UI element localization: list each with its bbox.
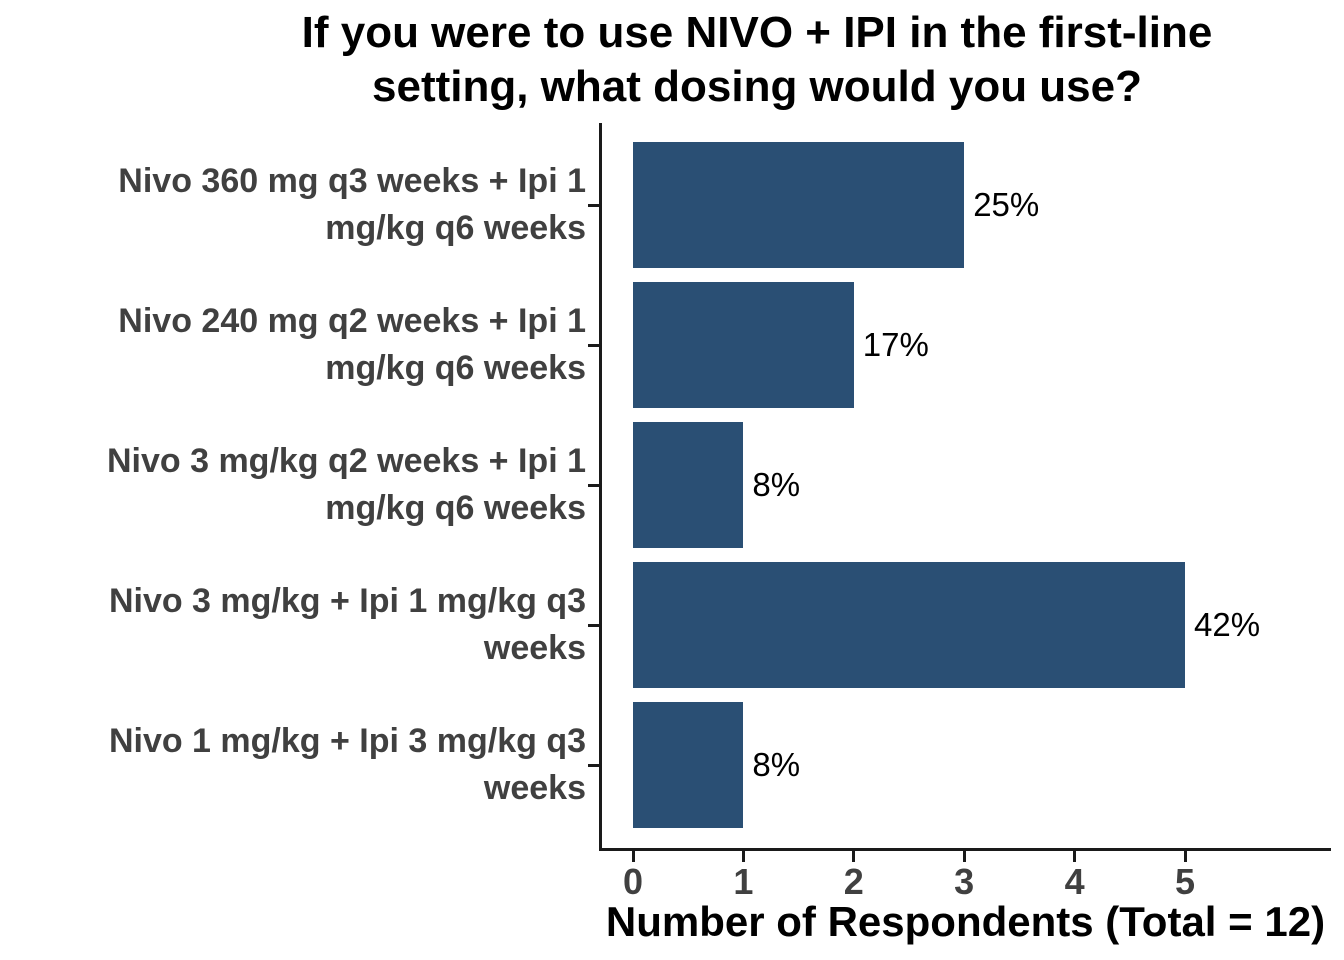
y-axis-category-label: Nivo 240 mg q2 weeks + Ipi 1 mg/kg q6 wee… [40, 298, 586, 392]
bar-value-label: 17% [862, 326, 929, 363]
y-axis-tick-mark [588, 483, 599, 487]
x-axis-tick-mark [741, 851, 745, 862]
y-axis-category-label: Nivo 360 mg q3 weeks + Ipi 1 mg/kg q6 wee… [40, 158, 586, 252]
y-axis-category-label-line2: weeks [483, 629, 586, 667]
x-axis-tick-mark [1183, 851, 1187, 862]
x-axis-tick-mark [631, 851, 635, 862]
bar-value-label: 25% [973, 186, 1040, 223]
y-axis-category-label: Nivo 1 mg/kg + Ipi 3 mg/kg q3 weeks [40, 718, 586, 812]
bar [633, 702, 744, 828]
y-axis-category-label: Nivo 3 mg/kg q2 weeks + Ipi 1 mg/kg q6 we… [40, 438, 586, 532]
x-axis-tick-mark [1073, 851, 1077, 862]
chart-title-line2: setting, what dosing would you use? [372, 62, 1142, 111]
bar [633, 422, 744, 548]
bar [633, 142, 965, 268]
chart-title-line1: If you were to use NIVO + IPI in the fir… [301, 8, 1213, 57]
x-axis-tick-label: 1 [733, 861, 754, 902]
x-axis-line [599, 848, 1331, 851]
y-axis-tick-mark [588, 623, 599, 627]
chart-title: If you were to use NIVO + IPI in the fir… [170, 6, 1344, 114]
x-axis-tick-label: 5 [1174, 861, 1196, 902]
x-axis-tick-label: 2 [843, 861, 864, 902]
bar [633, 282, 854, 408]
y-axis-tick-mark [588, 203, 599, 207]
x-axis-title: Number of Respondents (Total = 12) [605, 898, 1326, 945]
bar-value-label: 8% [752, 466, 801, 503]
x-axis-tick-mark [962, 851, 966, 862]
y-axis-category-label-line1: Nivo 240 mg q2 weeks + Ipi 1 [118, 302, 586, 340]
y-axis-line [599, 123, 602, 851]
y-axis-tick-mark [588, 763, 599, 767]
bar [633, 562, 1185, 688]
x-axis-tick-label: 0 [622, 861, 644, 902]
y-axis-category-label-line2: mg/kg q6 weeks [325, 349, 586, 387]
x-axis-tick-label: 3 [954, 861, 975, 902]
y-axis-category-label-line2: mg/kg q6 weeks [325, 489, 586, 527]
x-axis-tick-label: 4 [1064, 861, 1085, 902]
bar-value-label: 42% [1194, 606, 1261, 643]
y-axis-category-label-line2: weeks [483, 769, 586, 807]
y-axis-category-label-line1: Nivo 360 mg q3 weeks + Ipi 1 [118, 162, 586, 200]
y-axis-category-label: Nivo 3 mg/kg + Ipi 1 mg/kg q3 weeks [40, 578, 586, 672]
y-axis-category-label-line1: Nivo 3 mg/kg + Ipi 1 mg/kg q3 [108, 582, 586, 620]
y-axis-tick-mark [588, 343, 599, 347]
y-axis-category-label-line2: mg/kg q6 weeks [325, 209, 586, 247]
x-axis-tick-mark [852, 851, 856, 862]
y-axis-category-label-line1: Nivo 3 mg/kg q2 weeks + Ipi 1 [106, 442, 586, 480]
y-axis-category-label-line1: Nivo 1 mg/kg + Ipi 3 mg/kg q3 [108, 722, 586, 760]
bar-value-label: 8% [752, 746, 801, 783]
